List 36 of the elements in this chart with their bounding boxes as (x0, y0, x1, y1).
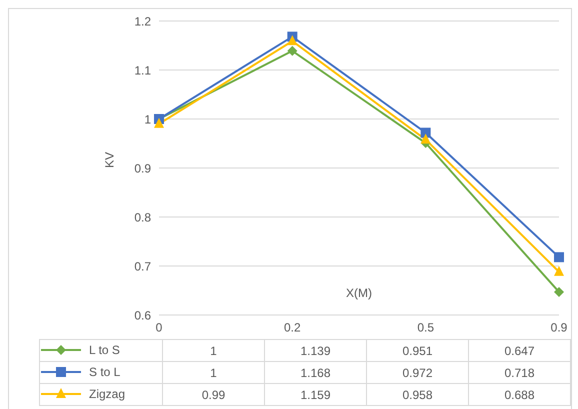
y-tick-label: 1.1 (134, 63, 152, 78)
y-tick-label: 0.8 (134, 210, 152, 224)
data-label: 0.972 (366, 362, 468, 384)
y-tick-label: 1.2 (134, 14, 152, 28)
data-label: 1.159 (264, 384, 366, 406)
y-tick-label: 1 (144, 112, 152, 126)
point (554, 266, 564, 276)
point (554, 286, 564, 297)
x-tick-label: 0 (156, 320, 163, 335)
point (420, 134, 431, 144)
x-axis-title: X(M) (346, 286, 372, 300)
x-tick-label: 0.2 (284, 320, 301, 335)
data-label: 1 (162, 362, 264, 384)
legend-label: L to S (88, 342, 120, 356)
y-tick-label: 0.7 (134, 259, 152, 274)
x-tick-label: 0.9 (550, 320, 568, 335)
data-label: 1.139 (264, 340, 366, 362)
x-tick-label: 0.5 (417, 320, 434, 335)
y-axis-title: KV (102, 152, 116, 168)
data-label: 1.168 (264, 362, 366, 384)
point (287, 46, 298, 56)
data-label: 0.647 (468, 340, 570, 362)
data-label: 0.688 (468, 384, 570, 406)
point (554, 252, 564, 262)
legend-label: Zigzag (88, 386, 126, 400)
data-label: 0.958 (366, 384, 468, 406)
data-label: 0.718 (468, 362, 570, 384)
point (420, 128, 431, 138)
data-label: 1 (162, 340, 264, 362)
data-label: 0.99 (162, 384, 264, 406)
legend-label: S to L (88, 364, 120, 378)
point (287, 35, 298, 46)
data-label: 0.951 (366, 340, 468, 362)
y-tick-label: 0.9 (134, 161, 152, 176)
point (154, 118, 164, 128)
y-tick-label: 0.6 (134, 308, 152, 322)
